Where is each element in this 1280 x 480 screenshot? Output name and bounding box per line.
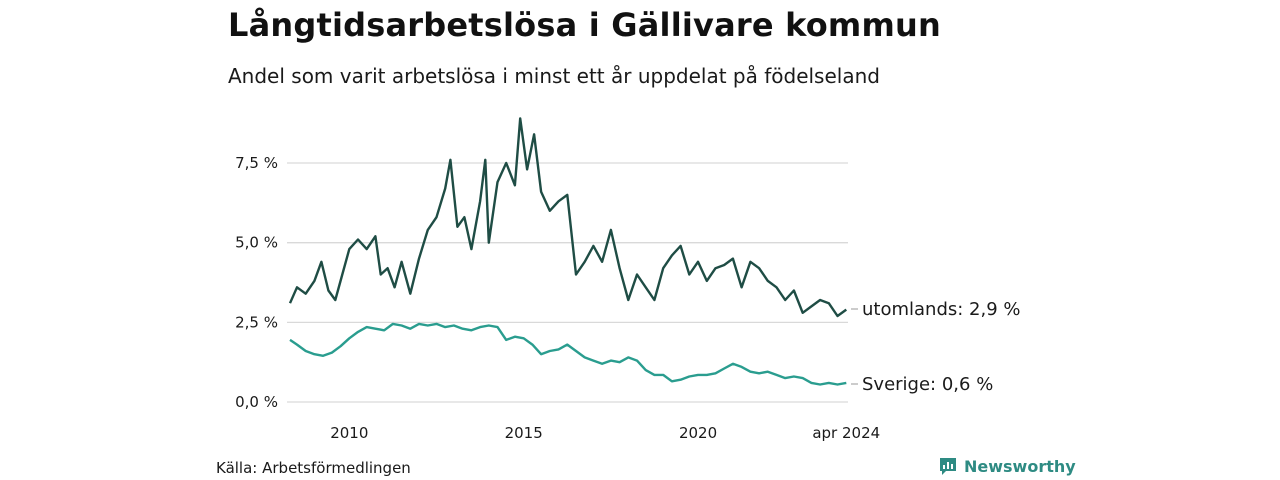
series-line-sverige [289, 322, 847, 386]
x-tick-label: 2010 [330, 424, 368, 442]
series-end-label: utomlands: 2,9 % [862, 299, 1021, 320]
x-tick-label: 2015 [505, 424, 543, 442]
brand-name: Newsworthy [964, 456, 1076, 476]
newsworthy-logo-icon [940, 458, 956, 475]
series-line-utomlands [288, 117, 848, 318]
y-tick-label: 7,5 % [235, 154, 278, 172]
x-tick-label: apr 2024 [812, 424, 880, 442]
y-tick-label: 2,5 % [235, 313, 278, 331]
series-end-label: Sverige: 0,6 % [862, 374, 993, 395]
brand-logo[interactable]: Newsworthy [938, 456, 1076, 476]
source-note: Källa: Arbetsförmedlingen [216, 459, 411, 477]
y-tick-label: 5,0 % [235, 234, 278, 252]
x-tick-label: 2020 [679, 424, 717, 442]
chart-title: Långtidsarbetslösa i Gällivare kommun [228, 6, 941, 44]
y-tick-label: 0,0 % [235, 393, 278, 411]
chart-subtitle: Andel som varit arbetslösa i minst ett å… [228, 64, 880, 88]
